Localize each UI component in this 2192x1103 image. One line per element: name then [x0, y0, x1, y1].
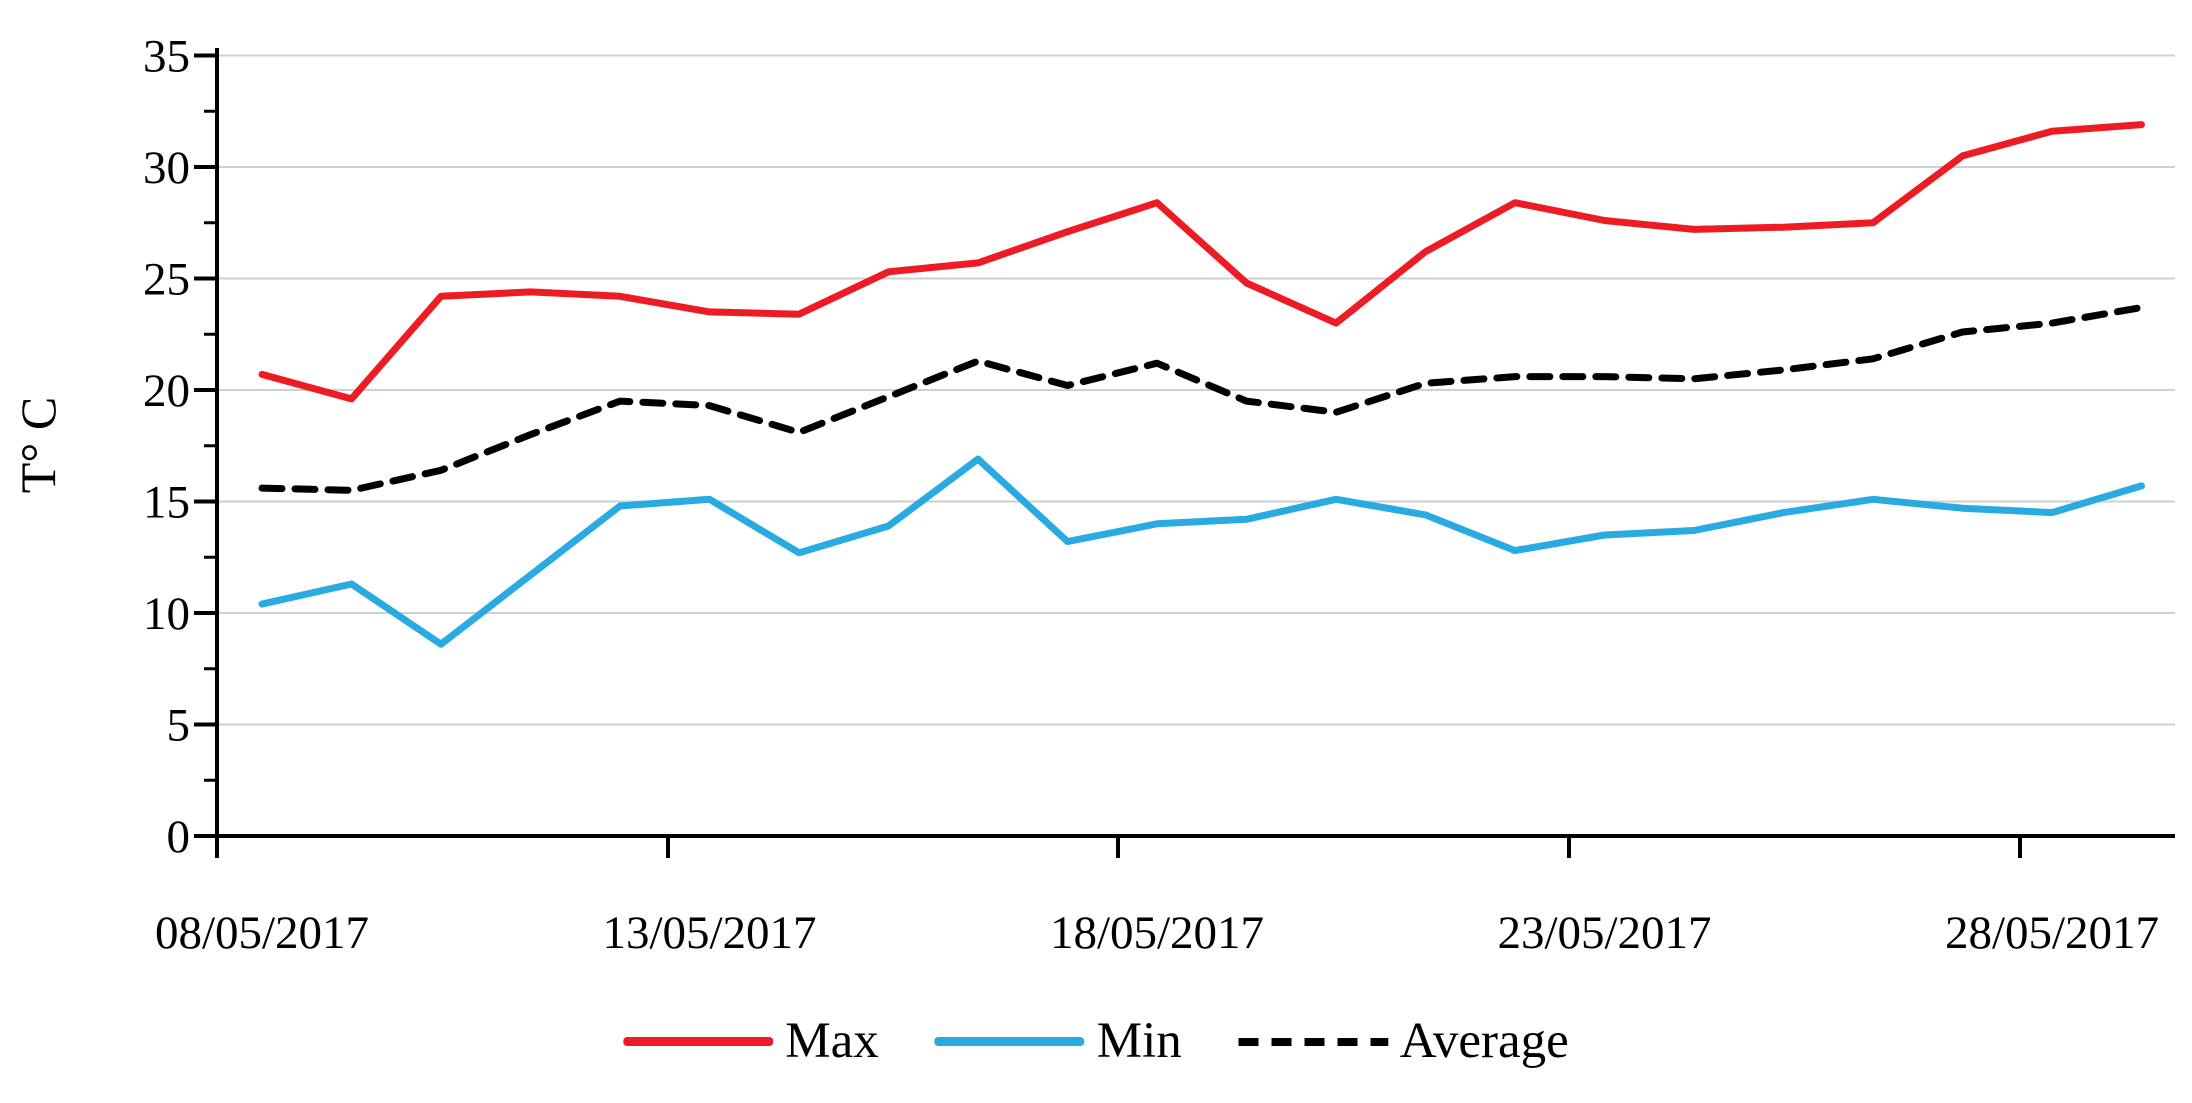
y-tick-label: 15 — [143, 477, 190, 529]
legend-item-max: Max — [623, 1013, 879, 1069]
min-line — [258, 455, 2145, 648]
chart-legend: Max Min Average — [623, 1013, 1569, 1069]
legend-label-max: Max — [785, 1013, 879, 1069]
y-tick-label: 25 — [143, 254, 190, 306]
legend-label-average: Average — [1399, 1013, 1569, 1069]
x-tick-label: 13/05/2017 — [602, 907, 816, 959]
x-tick-label: 08/05/2017 — [155, 907, 369, 959]
x-tick-label: 28/05/2017 — [1945, 907, 2159, 959]
y-tick-label: 5 — [167, 700, 191, 752]
max-line-swatch — [623, 1037, 774, 1046]
x-tick-label: 18/05/2017 — [1050, 907, 1264, 959]
y-tick-label: 30 — [143, 142, 190, 194]
legend-label-min: Min — [1096, 1013, 1182, 1069]
y-tick-label: 20 — [143, 365, 190, 417]
x-tick-label: 23/05/2017 — [1497, 907, 1711, 959]
average-line — [258, 304, 2145, 494]
average-line-swatch — [1237, 1037, 1388, 1046]
y-axis-title: T° C — [10, 396, 66, 494]
y-tick-label: 0 — [167, 811, 191, 863]
legend-item-min: Min — [934, 1013, 1182, 1069]
y-tick-label: 35 — [143, 31, 190, 83]
y-tick-label: 10 — [143, 588, 190, 640]
max-line — [258, 121, 2145, 403]
legend-item-average: Average — [1237, 1013, 1569, 1069]
min-line-swatch — [934, 1037, 1085, 1046]
